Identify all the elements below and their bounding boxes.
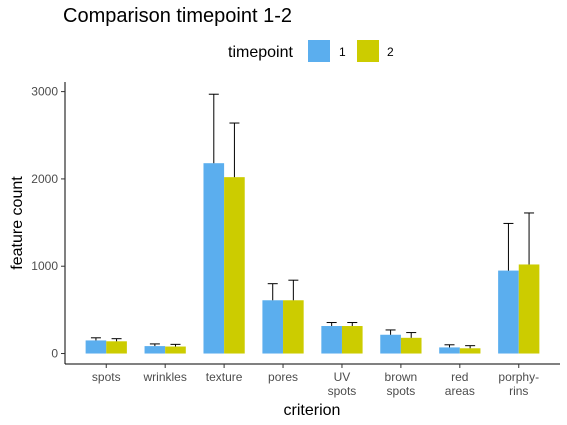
bar	[498, 270, 519, 354]
bar	[380, 334, 401, 354]
legend: timepoint 1 2	[228, 40, 394, 62]
x-tick-label-line: spots	[328, 384, 357, 398]
x-tick-label: wrinkles	[143, 370, 187, 384]
x-tick-label-line: porphy-	[498, 370, 539, 384]
x-axis-title: criterion	[284, 402, 341, 419]
x-tick-label-line: pores	[268, 370, 298, 384]
legend-swatch-1	[308, 40, 330, 62]
x-tick-label: spots	[92, 370, 121, 384]
legend-swatch-2	[357, 40, 379, 62]
bar	[283, 300, 304, 354]
bar	[203, 163, 225, 354]
x-tick-label-line: spots	[92, 370, 121, 384]
y-tick-label: 0	[51, 347, 58, 361]
bar	[439, 347, 460, 354]
y-tick-label: 3000	[31, 85, 58, 99]
legend-label-2: 2	[387, 45, 394, 59]
x-tick-label: brown spots	[385, 370, 418, 398]
x-tick-label-line: rins	[509, 384, 528, 398]
bar	[165, 346, 186, 354]
x-tick-label-line: areas	[445, 384, 475, 398]
x-tick-label-line: texture	[206, 370, 243, 384]
bar	[224, 177, 245, 354]
x-tick-label: red areas	[445, 370, 475, 398]
bar	[518, 264, 540, 354]
x-tick-label: UV spots	[328, 370, 357, 398]
bar	[400, 337, 422, 354]
x-tick-label-line: wrinkles	[143, 370, 187, 384]
y-axis-title: feature count	[9, 176, 26, 270]
x-tick-label-line: UV	[334, 370, 351, 384]
legend-label-1: 1	[339, 45, 346, 59]
bar	[459, 348, 481, 354]
y-tick-label: 1000	[31, 259, 58, 273]
bar	[341, 326, 363, 354]
bar	[144, 346, 166, 354]
legend-title: timepoint	[228, 44, 293, 61]
x-tick-label: porphy-rins	[498, 370, 539, 398]
bar	[262, 300, 284, 354]
x-tick-label-line: red	[451, 370, 468, 384]
x-tick-label: pores	[268, 370, 298, 384]
bar	[85, 340, 107, 354]
bar	[321, 326, 342, 354]
plot-area	[85, 93, 540, 354]
x-tick-label-line: brown	[385, 370, 418, 384]
x-tick-label: texture	[206, 370, 243, 384]
chart-title: Comparison timepoint 1-2	[63, 5, 292, 27]
x-tick-label-line: spots	[387, 384, 416, 398]
y-tick-label: 2000	[31, 172, 58, 186]
bar	[106, 341, 127, 354]
